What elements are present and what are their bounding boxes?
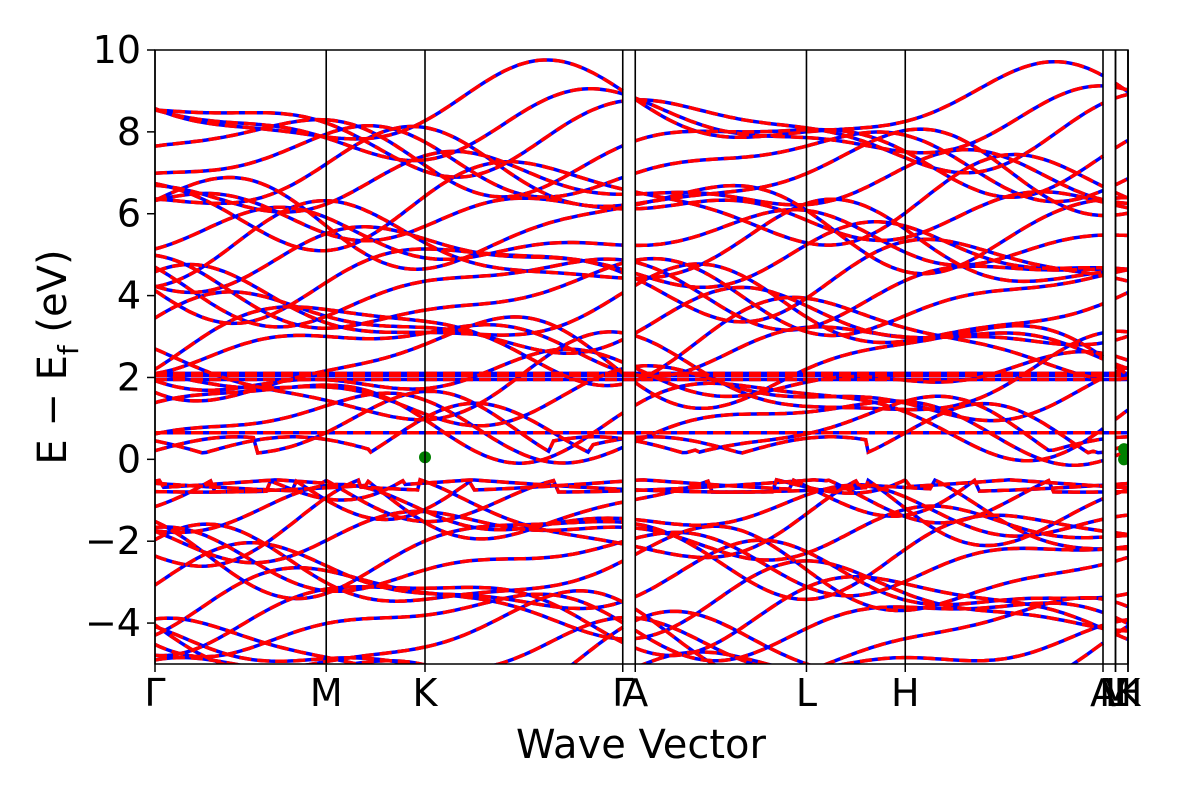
band-line (155, 152, 1128, 253)
plot-area (155, 58, 1128, 664)
fermi-point (1118, 453, 1128, 466)
x-tick-label: K (1116, 671, 1142, 715)
band-line (155, 615, 1128, 664)
x-tick-label: Γ (144, 671, 165, 715)
band-line (155, 323, 1128, 379)
x-tick-label: H (891, 671, 920, 715)
band-line (155, 525, 1128, 598)
x-tick-label: M (310, 671, 343, 715)
y-axis-label: E − Ef (eV) (30, 249, 85, 464)
band-line (155, 190, 1128, 243)
x-tick-label: L (1105, 671, 1126, 715)
band-line (155, 589, 1128, 664)
band-line (155, 559, 1128, 641)
y-tick-label: −4 (85, 601, 141, 645)
x-tick-label: K (413, 671, 439, 715)
band-line (155, 538, 1128, 611)
y-tick-label: 10 (93, 28, 141, 72)
band-line (155, 58, 1128, 141)
x-tick-label: Γ (612, 671, 633, 715)
band-line (155, 257, 1128, 332)
band-line (155, 147, 1128, 214)
band-line (155, 574, 1128, 658)
band-line (155, 522, 1128, 613)
y-tick-label: 4 (117, 274, 141, 318)
bands-layer (155, 58, 1128, 664)
band-line (155, 650, 775, 664)
y-tick-label: 2 (117, 355, 141, 399)
x-tick-label: M (1099, 671, 1132, 715)
band-line (155, 197, 1128, 289)
band-line (155, 205, 1128, 267)
band-line (155, 262, 1128, 345)
band-line (155, 389, 1128, 455)
band-line (155, 478, 1128, 525)
y-axis-ticks: −4 −2 0 2 4 6 8 10 (85, 28, 155, 645)
y-label-unit: (eV) (30, 249, 76, 345)
band-line (155, 285, 1128, 355)
band-line (155, 477, 1128, 522)
band-line (155, 347, 1128, 399)
x-tick-label: A (1090, 671, 1116, 715)
band-line (155, 124, 1128, 218)
y-axis-label-group: E − Ef (eV) (30, 249, 85, 464)
band-line (155, 381, 1128, 465)
x-tick-label: A (622, 671, 648, 715)
band-line (155, 123, 1128, 204)
y-label-sub: f (52, 344, 85, 355)
band-line (155, 253, 1128, 338)
y-tick-label: −2 (85, 519, 141, 563)
band-line (155, 364, 1128, 428)
band-line (155, 257, 1128, 332)
fermi-point (1118, 443, 1128, 456)
band-line (155, 175, 1128, 276)
band-line (155, 295, 1128, 388)
band-line (155, 477, 1128, 502)
high-symmetry-lines (154, 50, 1129, 664)
band-line (155, 92, 1128, 179)
band-line (155, 315, 1128, 411)
y-tick-label: 8 (117, 110, 141, 154)
band-line (155, 92, 1128, 179)
band-line (155, 190, 1128, 243)
y-tick-label: 0 (117, 437, 141, 481)
band-line (155, 391, 1128, 467)
band-line (155, 609, 1128, 664)
x-axis-label: Wave Vector (516, 722, 767, 768)
band-line (155, 477, 1128, 548)
y-tick-label: 6 (117, 192, 141, 236)
x-tick-label: L (796, 671, 817, 715)
band-line (155, 220, 1128, 295)
band-line (155, 482, 1128, 538)
y-label-main: E − E (30, 355, 76, 465)
x-tick-label: H (1114, 671, 1143, 715)
band-line (155, 84, 1128, 163)
plot-frame (154, 49, 1129, 665)
